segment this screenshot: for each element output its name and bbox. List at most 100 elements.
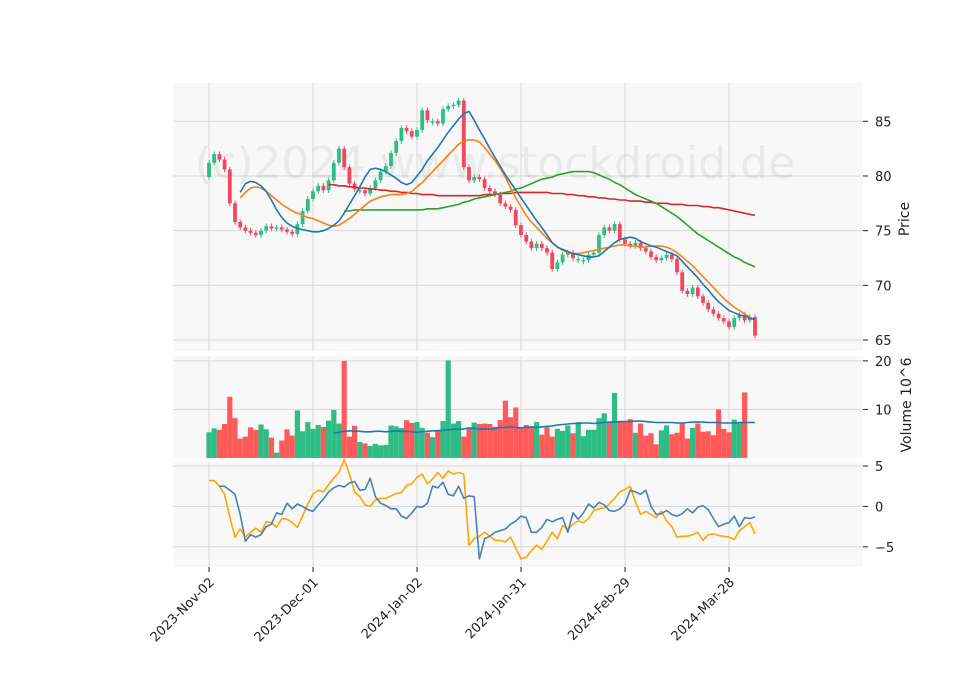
candle-body-57 xyxy=(503,203,508,207)
volume-bar-31 xyxy=(367,445,373,458)
candle-body-40 xyxy=(415,130,419,137)
price-tick-label-2: 75 xyxy=(875,225,892,240)
volume-bar-99 xyxy=(721,428,727,458)
volume-bar-74 xyxy=(591,429,597,458)
candle-body-32 xyxy=(373,180,378,189)
candle-body-36 xyxy=(394,140,399,154)
volume-bar-16 xyxy=(289,435,295,458)
candle-body-69 xyxy=(565,252,570,255)
candle-body-82 xyxy=(633,242,638,246)
price-tick-label-0: 65 xyxy=(875,334,892,349)
volume-bar-83 xyxy=(638,423,644,458)
volume-bar-30 xyxy=(362,443,368,458)
candle-body-21 xyxy=(316,185,321,192)
candle-body-56 xyxy=(498,194,503,204)
volume-bar-92 xyxy=(684,438,690,458)
candle-body-19 xyxy=(305,198,310,211)
candle-body-54 xyxy=(487,188,492,192)
volume-bar-45 xyxy=(440,421,446,458)
volume-bar-95 xyxy=(700,431,706,458)
volume-bar-94 xyxy=(695,423,701,458)
volume-bar-17 xyxy=(294,410,300,458)
volume-bar-59 xyxy=(513,407,519,458)
candle-body-75 xyxy=(597,235,601,253)
volume-bar-46 xyxy=(445,360,451,458)
volume-bar-93 xyxy=(690,427,696,458)
candle-body-97 xyxy=(711,309,716,314)
candle-body-99 xyxy=(721,318,726,322)
volume-bar-78 xyxy=(612,392,618,458)
volume-bar-32 xyxy=(372,443,378,458)
volume-bar-53 xyxy=(482,423,488,458)
candle-body-5 xyxy=(233,203,237,222)
candle-body-20 xyxy=(311,191,315,199)
candle-body-37 xyxy=(399,127,404,141)
candle-body-2 xyxy=(217,154,222,160)
candle-body-91 xyxy=(680,272,685,291)
volume-bar-68 xyxy=(560,430,566,458)
candle-body-62 xyxy=(529,241,534,249)
candle-body-79 xyxy=(617,224,622,240)
candle-body-59 xyxy=(513,209,518,226)
volume-bar-86 xyxy=(653,444,659,458)
volume-tick-label-0: 10 xyxy=(875,403,892,418)
candle-body-42 xyxy=(425,110,430,121)
osc-tick-label-2: −5 xyxy=(875,541,894,556)
volume-bar-23 xyxy=(326,420,332,458)
volume-bar-9 xyxy=(253,429,259,458)
candle-body-68 xyxy=(560,254,565,263)
candle-body-3 xyxy=(222,159,227,170)
candle-body-66 xyxy=(550,252,555,269)
volume-bar-70 xyxy=(570,433,576,458)
volume-bar-50 xyxy=(466,428,472,458)
candle-body-94 xyxy=(695,287,700,297)
volume-bar-12 xyxy=(268,437,274,458)
candle-body-90 xyxy=(675,259,679,273)
candle-body-31 xyxy=(368,188,373,194)
volume-bar-60 xyxy=(518,427,524,458)
volume-bar-76 xyxy=(601,413,607,458)
volume-bar-47 xyxy=(450,423,456,458)
candle-body-24 xyxy=(331,162,336,181)
candle-body-70 xyxy=(571,252,575,259)
volume-bar-63 xyxy=(534,422,540,458)
volume-bar-24 xyxy=(331,409,337,458)
volume-bar-22 xyxy=(320,426,326,458)
candle-body-85 xyxy=(649,251,653,257)
volume-bar-5 xyxy=(232,418,238,458)
indicator-lines xyxy=(209,110,756,560)
volume-bar-84 xyxy=(643,435,649,458)
candle-body-92 xyxy=(685,290,690,295)
volume-bar-35 xyxy=(388,425,394,458)
candle-body-58 xyxy=(508,206,513,210)
x-tick-label-0: 2023-Nov-02 xyxy=(148,575,218,645)
candle-body-30 xyxy=(363,190,367,194)
candle-body-22 xyxy=(321,185,326,191)
x-tick-label-5: 2024-Mar-28 xyxy=(669,575,738,644)
candle-body-35 xyxy=(389,153,393,167)
volume-bar-0 xyxy=(206,432,212,458)
candle-body-49 xyxy=(461,100,466,168)
volume-bar-55 xyxy=(492,426,498,458)
price-tick-label-1: 70 xyxy=(875,279,892,294)
x-axis-ticks: 2023-Nov-02 2023-Dec-01 2024-Jan-02 2024-Ja… xyxy=(148,567,738,645)
candle-body-41 xyxy=(420,110,425,131)
volume-bars xyxy=(206,360,748,458)
candle-body-88 xyxy=(664,254,669,259)
candle-body-93 xyxy=(690,287,695,295)
volume-bar-89 xyxy=(669,434,675,458)
candle-body-80 xyxy=(623,239,627,244)
x-tick-label-1: 2023-Dec-01 xyxy=(252,575,322,645)
candle-body-4 xyxy=(227,169,232,204)
price-axis-title: Price xyxy=(897,202,913,236)
volume-bar-48 xyxy=(456,421,462,458)
volume-bar-18 xyxy=(300,431,306,458)
volume-bar-37 xyxy=(398,427,404,458)
candle-body-0 xyxy=(207,162,211,178)
candle-body-77 xyxy=(607,227,612,231)
volume-bar-54 xyxy=(487,424,493,458)
volume-bar-38 xyxy=(404,420,410,458)
volume-bar-88 xyxy=(664,425,670,458)
volume-bar-51 xyxy=(471,422,477,458)
candle-body-87 xyxy=(659,258,664,261)
